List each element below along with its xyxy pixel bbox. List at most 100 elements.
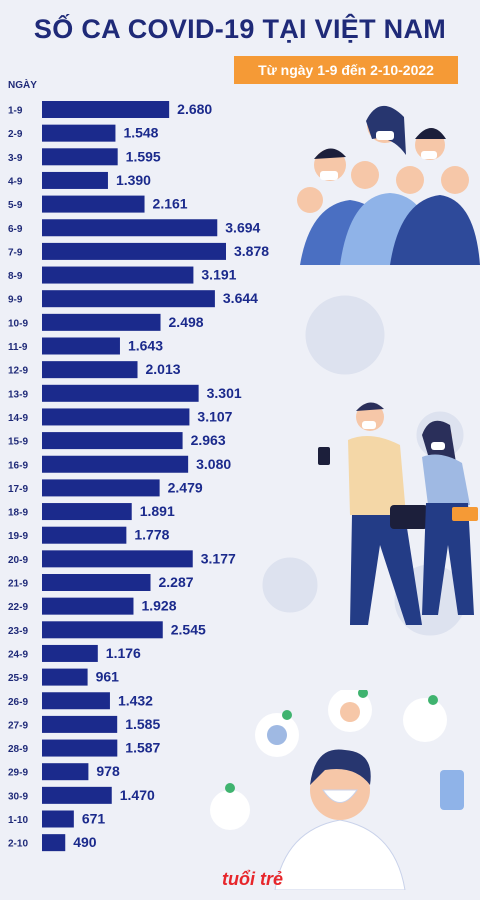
bar [42,739,118,757]
value-label: 1.585 [125,716,160,732]
bar [42,644,98,662]
value-label: 3.191 [201,267,236,283]
category-label: 25-9 [8,673,28,684]
bar [42,432,183,450]
bar [42,171,108,189]
bar [42,550,193,568]
bar [42,479,160,497]
category-label: 21-9 [8,579,28,590]
category-label: 11-9 [8,342,28,353]
value-label: 978 [96,763,120,779]
value-label: 2.963 [191,432,226,448]
value-label: 2.287 [159,574,194,590]
value-label: 2.545 [171,621,206,637]
couple-illustration [318,402,478,625]
bar [42,574,151,591]
category-label: 30-9 [8,791,28,802]
category-label: 2-9 [8,129,23,140]
value-label: 2.498 [169,314,204,330]
bar [42,219,218,237]
category-label: 15-9 [8,437,28,448]
category-label: 9-9 [8,295,23,306]
category-label: 2-10 [8,839,28,850]
category-label: 13-9 [8,389,28,400]
value-label: 1.643 [128,338,163,354]
tuoi-tre-logo: tuổi trẻ [222,869,283,889]
value-label: 1.548 [123,125,158,141]
value-label: 1.928 [141,598,176,614]
value-label: 1.595 [126,148,161,164]
bar [42,526,127,544]
bar [42,621,163,639]
category-label: 3-9 [8,153,23,164]
y-axis-label: NGÀY [8,80,37,91]
value-label: 3.177 [201,550,236,566]
category-label: 12-9 [8,366,28,377]
category-label: 27-9 [8,720,28,731]
bar [42,361,138,379]
category-label: 23-9 [8,626,28,637]
crowd-illustration [297,105,480,265]
category-label: 5-9 [8,200,23,211]
value-label: 671 [82,811,106,827]
bar [42,101,170,118]
category-label: 24-9 [8,649,28,660]
bar [42,242,226,260]
bar [42,810,74,828]
bar [42,692,110,710]
bar [42,763,89,781]
value-label: 1.587 [125,740,160,756]
bar [42,266,194,284]
category-label: 10-9 [8,318,28,329]
value-label: 2.479 [168,479,203,495]
value-label: 1.778 [134,527,169,543]
value-label: 3.878 [234,243,269,259]
bar [42,148,118,166]
value-label: 1.891 [140,503,175,519]
category-label: 16-9 [8,460,28,471]
category-label: 26-9 [8,697,28,708]
bar [42,290,215,308]
category-label: 6-9 [8,224,23,235]
value-label: 2.161 [153,196,188,212]
value-label: 2.680 [177,101,212,117]
value-label: 2.013 [146,361,181,377]
bar [42,408,190,426]
category-label: 20-9 [8,555,28,566]
category-label: 19-9 [8,531,28,542]
value-label: 961 [96,669,120,685]
bar [42,384,199,402]
bar [42,124,116,142]
date-range-badge: Từ ngày 1-9 đến 2-10-2022 [234,56,458,84]
bar [42,597,134,615]
category-label: 18-9 [8,508,28,519]
category-label: 17-9 [8,484,28,495]
category-label: 7-9 [8,247,23,258]
value-label: 1.390 [116,172,151,188]
bar [42,668,88,686]
value-label: 1.176 [106,645,141,661]
category-label: 22-9 [8,602,28,613]
bar [42,834,66,852]
value-label: 3.107 [197,408,232,424]
category-label: 1-9 [8,106,23,117]
value-label: 1.470 [120,787,155,803]
category-label: 1-10 [8,815,28,826]
value-label: 490 [73,834,97,850]
value-label: 3.694 [225,219,260,235]
bar [42,715,118,733]
category-label: 4-9 [8,176,23,187]
value-label: 3.080 [196,456,231,472]
bar [42,455,189,473]
bar [42,195,145,213]
bar [42,786,112,804]
bar [42,337,120,355]
doctor-illustration [210,690,464,890]
value-label: 3.301 [207,385,242,401]
category-label: 14-9 [8,413,28,424]
category-label: 8-9 [8,271,23,282]
bar [42,313,161,331]
bar [42,503,132,521]
category-label: 29-9 [8,768,28,779]
